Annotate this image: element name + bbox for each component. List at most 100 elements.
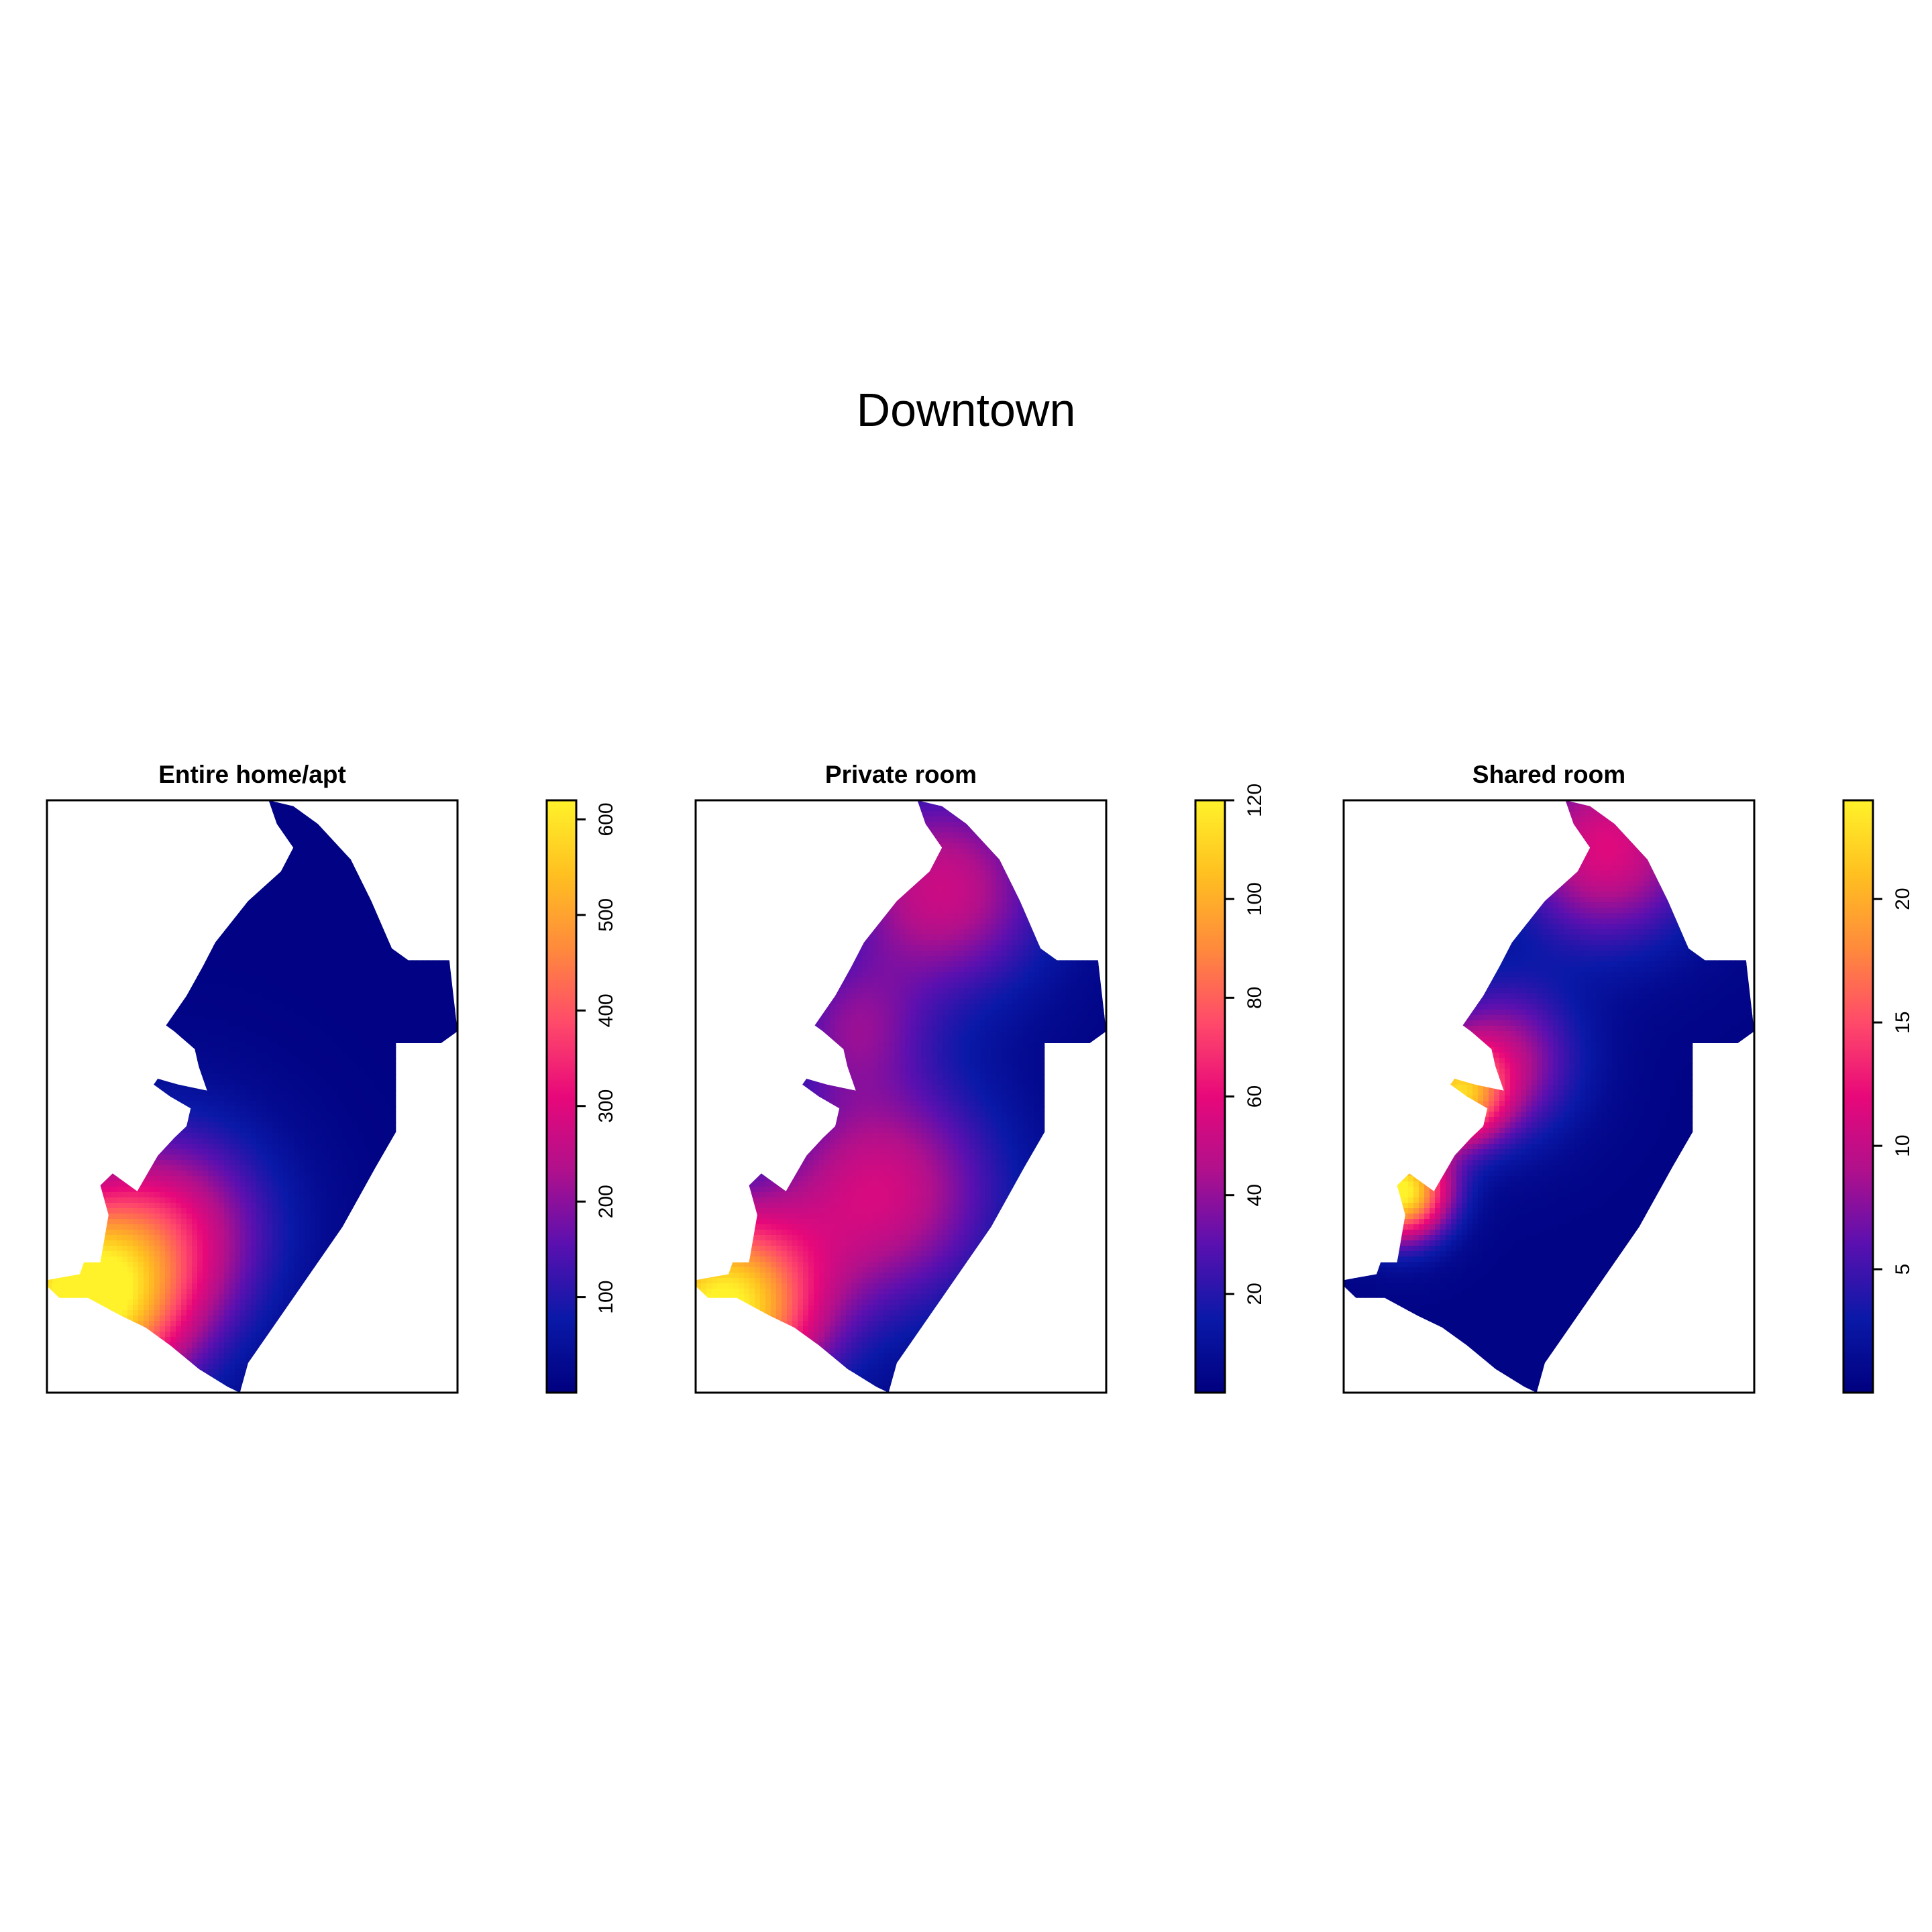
- heat-cell: [63, 999, 69, 1005]
- heat-cell: [127, 886, 133, 892]
- heat-cell: [364, 1106, 370, 1112]
- heat-cell: [412, 1004, 418, 1010]
- heat-cell: [208, 1004, 214, 1010]
- heat-cell: [192, 1020, 198, 1026]
- heat-cell: [385, 1090, 391, 1096]
- heat-cell: [433, 1122, 439, 1128]
- heat-cell: [342, 1004, 348, 1010]
- heat-cell: [229, 988, 235, 994]
- heat-cell: [117, 902, 123, 908]
- heat-cell: [267, 967, 273, 973]
- heat-cell: [127, 849, 133, 855]
- heat-cell: [160, 854, 166, 860]
- heat-cell: [358, 833, 364, 839]
- heat-cell: [444, 816, 450, 822]
- heat-cell: [240, 838, 246, 844]
- heat-cell: [235, 924, 241, 930]
- heat-cell: [58, 811, 64, 817]
- heat-cell: [380, 1026, 386, 1032]
- heat-cell: [85, 870, 91, 876]
- heat-cell: [149, 1036, 155, 1042]
- heat-cell: [428, 902, 434, 908]
- heat-cell: [390, 940, 396, 946]
- heat-cell: [380, 999, 386, 1005]
- heat-cell: [133, 1138, 139, 1144]
- heat-cell: [149, 988, 155, 994]
- heat-cell: [213, 1047, 219, 1053]
- heat-cell: [111, 988, 117, 994]
- heat-cell: [106, 886, 112, 892]
- heat-cell: [369, 1053, 375, 1059]
- heat-cell: [186, 1026, 193, 1032]
- heat-cell: [342, 822, 348, 828]
- heat-cell: [347, 956, 354, 962]
- heat-cell: [272, 1058, 278, 1064]
- heat-cell: [122, 1036, 128, 1042]
- heat-cell: [149, 994, 155, 1000]
- heat-cell: [154, 1020, 160, 1026]
- heat-cell: [101, 849, 107, 855]
- heat-cell: [85, 1042, 91, 1048]
- heat-cell: [224, 945, 230, 951]
- heat-cell: [101, 897, 107, 903]
- heat-cell: [374, 961, 380, 967]
- heat-cell: [294, 838, 300, 844]
- heat-cell: [358, 988, 364, 994]
- heat-cell: [229, 951, 235, 957]
- heat-cell: [63, 816, 69, 822]
- heat-cell: [144, 1138, 150, 1144]
- heat-cell: [133, 1047, 139, 1053]
- heat-cell: [412, 811, 418, 817]
- heat-cell: [95, 999, 101, 1005]
- heat-cell: [299, 1063, 305, 1069]
- heat-cell: [449, 865, 455, 871]
- heat-cell: [213, 892, 219, 898]
- heat-cell: [278, 838, 284, 844]
- heat-cell: [444, 865, 450, 871]
- heat-cell: [246, 945, 252, 951]
- heat-cell: [412, 994, 418, 1000]
- heat-cell: [262, 1031, 268, 1037]
- heat-cell: [68, 951, 74, 957]
- heat-cell: [417, 940, 423, 946]
- heat-cell: [449, 849, 455, 855]
- heat-cell: [444, 924, 450, 930]
- heat-cell: [433, 881, 439, 887]
- heat-cell: [369, 1036, 375, 1042]
- heat-cell: [417, 1074, 423, 1080]
- heat-cell: [246, 999, 252, 1005]
- heat-cell: [79, 806, 85, 812]
- heat-cell: [305, 886, 311, 892]
- heat-cell: [52, 881, 58, 887]
- heat-cell: [262, 1047, 268, 1053]
- heat-cell: [186, 988, 193, 994]
- heat-cell: [347, 961, 354, 967]
- heat-cell: [390, 994, 396, 1000]
- heat-cell: [412, 833, 418, 839]
- heat-cell: [444, 838, 450, 844]
- heat-cell: [347, 1101, 354, 1107]
- heat-cell: [240, 865, 246, 871]
- heat-cell: [90, 1020, 96, 1026]
- heat-cell: [262, 1015, 268, 1021]
- heat-cell: [423, 892, 429, 898]
- heat-cell: [90, 929, 96, 935]
- heat-cell: [262, 940, 268, 946]
- heat-cell: [122, 1031, 128, 1037]
- heat-cell: [251, 1112, 257, 1118]
- heat-cell: [288, 918, 294, 924]
- heat-cell: [337, 1074, 343, 1080]
- heat-cell: [90, 951, 96, 957]
- heat-cell: [68, 1063, 74, 1069]
- heat-cell: [144, 1015, 150, 1021]
- heat-cell: [149, 913, 155, 919]
- heat-cell: [197, 1069, 203, 1075]
- heat-cell: [246, 1128, 252, 1134]
- heat-cell: [106, 1026, 112, 1032]
- heat-cell: [165, 1053, 171, 1059]
- heat-cell: [417, 908, 423, 914]
- heat-cell: [170, 1095, 176, 1102]
- heat-cell: [347, 849, 354, 855]
- heat-cell: [85, 1106, 91, 1112]
- heat-cell: [90, 1144, 96, 1150]
